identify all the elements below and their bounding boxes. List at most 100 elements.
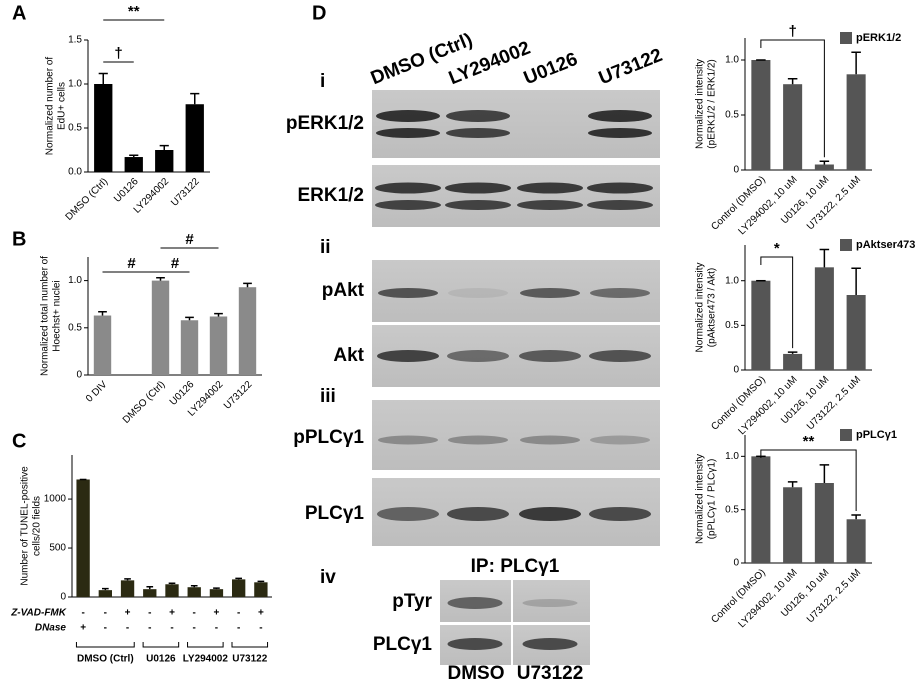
significance-mark: # [171,255,180,272]
error-bar [185,316,194,321]
y-axis-label: Normalized total number of [40,256,51,376]
x-tick-label: U73122 [222,379,255,412]
y-tick-label: 0 [733,165,739,176]
significance-bracket [760,39,825,158]
bar [93,315,112,375]
bar [751,456,771,563]
row-value: - [148,623,151,634]
bar [143,589,157,597]
y-axis-label: cells/20 fields [32,496,43,556]
y-axis-label: Normalized intensity [695,59,706,149]
error-bar [98,311,107,316]
band [376,128,440,138]
error-bar [214,312,223,317]
band [447,638,503,650]
blot [372,400,660,470]
error-bar [102,587,109,591]
y-tick-label: 0 [733,365,739,376]
bar [165,584,179,597]
section-label: i [320,71,325,92]
row-value: + [214,608,220,619]
ip-lane-label: DMSO [448,663,505,683]
bar [187,587,201,597]
y-tick-label: 500 [49,543,66,554]
group-bracket [75,642,135,648]
error-bar [243,282,252,288]
bar [751,280,771,370]
band [590,435,650,445]
y-axis-label: Hoechst+ nuclei [52,280,63,351]
band [445,182,511,194]
y-axis-label: (pAktser473 / Akt) [707,268,718,347]
y-tick-label: 0.5 [725,110,739,121]
row-value: - [215,623,218,634]
band [520,435,580,445]
bar [185,104,204,172]
band [587,200,653,210]
legend-swatch [840,239,852,251]
y-axis-label: Normalized intensity [695,262,706,352]
band [447,597,503,609]
row-value: - [170,623,173,634]
y-tick-label: 0.5 [725,504,739,515]
group-bracket [231,642,269,648]
error-bar [124,578,131,581]
error-bar [159,144,169,150]
row-name: Z-VAD-FMK [10,608,67,619]
band [446,128,510,138]
bar [232,579,246,597]
row-value: - [237,623,240,634]
row-value: + [258,608,264,619]
error-bar [235,577,242,580]
row-value: - [237,608,240,619]
group-bracket [187,642,224,648]
group-label: U73122 [232,654,267,665]
band [375,182,441,194]
band [520,288,580,298]
significance-mark: † [114,45,122,62]
error-bar [819,160,830,165]
y-tick-label: 1000 [44,494,67,505]
y-tick-label: 1.5 [68,35,82,46]
group-label: DMSO (Ctrl) [77,654,134,665]
error-bar [851,514,861,520]
band [378,288,438,298]
bar [98,590,112,597]
row-value: - [148,608,151,619]
bar [783,84,803,170]
error-bar [190,92,200,105]
band [448,435,508,445]
y-axis-label: (pERK1/2 / ERK1/2) [707,59,718,148]
row-value: - [193,608,196,619]
x-tick-label: LY294002, 10 uM [737,174,800,237]
bar [238,287,257,375]
ip-label: IP: PLCγ1 [471,556,560,577]
y-axis-label: (pPLCγ1 / PLCγ1) [707,459,718,540]
bar [846,519,866,563]
error-bar [190,584,198,588]
bar [814,267,834,370]
band [517,200,583,210]
y-axis-label: Normalized number of [45,57,56,156]
y-tick-label: 0 [76,370,82,381]
significance-mark: ** [128,3,140,20]
significance-mark: # [185,231,194,248]
band [447,350,509,362]
error-bar [851,267,861,295]
y-axis-label: EdU+ cells [57,82,68,130]
band [446,110,510,122]
band [589,350,651,362]
bar [151,280,170,375]
x-tick-label: DMSO (Ctrl) [121,379,168,426]
significance-bracket [760,256,794,349]
band [447,507,509,521]
legend-swatch [840,32,852,44]
band [377,507,439,521]
row-value: - [81,608,84,619]
group-bracket [142,642,180,648]
bar [783,353,803,370]
x-tick-label: 0 DIV [84,379,110,405]
y-tick-label: 1.0 [725,55,739,66]
error-bar [98,72,108,84]
